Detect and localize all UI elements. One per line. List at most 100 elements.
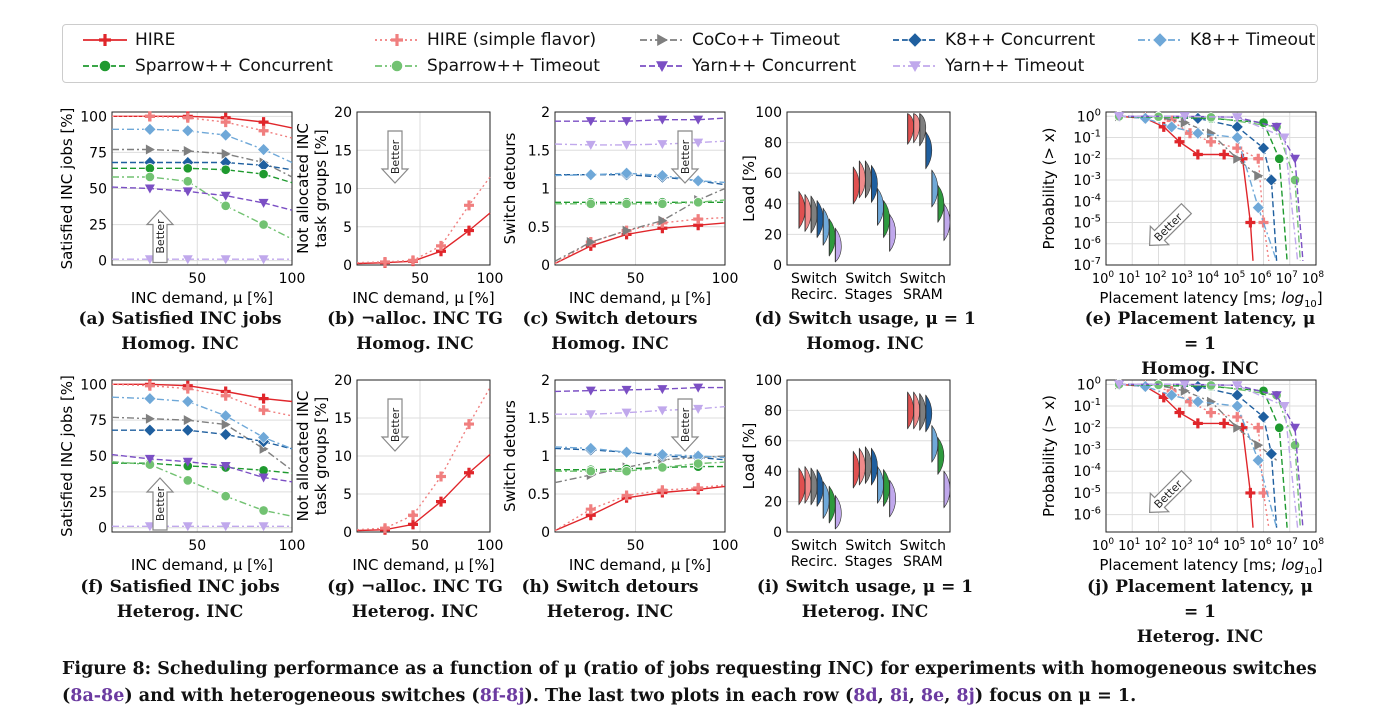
caption-ref[interactable]: 8a-8e <box>70 686 125 706</box>
caption-ref[interactable]: 8j <box>956 686 975 706</box>
data-point <box>657 462 668 473</box>
y-tick-label: 1.5 <box>528 411 550 427</box>
y-tick-label: 100 <box>1077 107 1101 125</box>
data-point <box>1232 381 1243 391</box>
data-point <box>585 466 596 477</box>
series-yarn-timeout <box>112 522 292 532</box>
x-tick-label: 104 <box>1197 270 1220 287</box>
legend-marker <box>99 34 111 46</box>
y-tick-label: 20 <box>334 373 352 389</box>
x-tick-label: 105 <box>1223 270 1245 287</box>
y-tick-label: 0 <box>98 521 107 537</box>
y-tick-label: 15 <box>334 411 352 427</box>
better-label: Better <box>679 139 692 174</box>
data-point <box>1230 120 1244 134</box>
category-label: Switch <box>900 538 946 554</box>
subfigure-caption-a: (a) Satisfied INC jobs Homog. INC <box>60 307 300 357</box>
data-point <box>408 519 418 530</box>
data-point <box>144 380 155 391</box>
caption-ref[interactable]: 8e <box>920 686 945 706</box>
legend-label: HIRE <box>135 30 176 50</box>
y-tick-label: 1.5 <box>528 143 550 159</box>
series-line <box>554 187 726 262</box>
x-tick-label: 100 <box>279 538 306 554</box>
data-point <box>1279 402 1290 412</box>
x-axis-label: INC demand, μ [%] <box>131 289 273 307</box>
caption-subtitle: Homog. INC <box>551 334 669 354</box>
data-point <box>1258 117 1269 128</box>
y-axis-label: Not allocated INCtask groups [%] <box>294 391 330 522</box>
x-tick-label: 100 <box>1092 270 1115 287</box>
data-point <box>693 214 704 225</box>
caption-ref[interactable]: 8f-8j <box>479 686 525 706</box>
data-point <box>620 445 634 459</box>
caption-title: (j) Placement latency, μ = 1 <box>1087 577 1313 622</box>
y-tick-label: 10-1 <box>1073 129 1101 147</box>
legend-marker <box>907 32 923 48</box>
y-tick-label: 15 <box>334 143 352 159</box>
y-tick-label: 10-3 <box>1073 440 1101 458</box>
data-point <box>1232 411 1243 422</box>
data-point <box>1230 388 1244 402</box>
better-arrow: Better <box>380 398 410 452</box>
x-tick-label: 50 <box>188 538 206 554</box>
data-point <box>1274 422 1285 433</box>
y-tick-label: 0 <box>773 258 782 274</box>
data-point <box>658 215 668 226</box>
axes-frame <box>786 111 951 266</box>
y-tick-label: 10-2 <box>1073 419 1101 437</box>
data-point <box>380 256 390 267</box>
y-tick-label: 100 <box>80 377 107 393</box>
data-point <box>693 404 704 414</box>
x-axis-label: INC demand, μ [%] <box>352 289 494 307</box>
series-line <box>111 186 293 211</box>
data-point <box>693 482 704 493</box>
data-point <box>1207 396 1216 407</box>
y-tick-label: 10-2 <box>1073 150 1101 168</box>
caption-subtitle: Homog. INC <box>1141 359 1259 379</box>
x-axis-label: INC demand, μ [%] <box>569 556 711 574</box>
caption-title: (g) ¬alloc. INC TG <box>327 577 503 597</box>
chart-c: 0 0.5 1 1.5 2 50 100 Switch detours INC demand, … <box>501 105 738 307</box>
legend-marker <box>1152 32 1168 48</box>
violin-group-switch-stages <box>852 446 896 518</box>
caption-text: , <box>877 686 890 706</box>
data-point <box>1257 410 1270 424</box>
data-point <box>655 448 669 461</box>
data-point <box>182 187 193 197</box>
caption-ref[interactable]: 8d <box>853 686 878 706</box>
caption-ref[interactable]: 8i <box>889 686 909 706</box>
data-point <box>220 491 231 502</box>
data-point <box>621 490 632 501</box>
series-sparrow-timeout <box>555 197 726 209</box>
better-label: Better <box>389 139 402 174</box>
data-point <box>1180 385 1190 396</box>
series-yarn-timeout <box>1114 380 1299 528</box>
series-yarn-timeout <box>112 255 292 265</box>
data-point <box>436 240 446 251</box>
series-yarn-concurrent <box>111 184 293 211</box>
series-line <box>1119 383 1299 528</box>
data-point <box>693 383 704 393</box>
axes-frame <box>356 111 491 266</box>
data-point <box>143 392 157 406</box>
data-point <box>1258 385 1269 397</box>
data-point <box>219 428 233 441</box>
data-point <box>1271 391 1282 401</box>
legend-marker <box>391 34 403 46</box>
category-label: Switch <box>845 538 891 554</box>
data-point <box>1138 111 1152 125</box>
data-point <box>257 143 271 156</box>
series-k8-timeout <box>554 441 726 463</box>
series-line <box>1119 115 1304 261</box>
x-tick-label: 100 <box>279 271 306 287</box>
y-tick-label: 10-3 <box>1073 171 1101 189</box>
category-label: Recirc. <box>791 554 838 570</box>
y-tick-label: 0 <box>343 525 352 541</box>
data-point <box>1230 399 1244 413</box>
data-point <box>657 485 668 496</box>
data-point <box>144 255 155 265</box>
data-point <box>182 457 193 467</box>
data-point <box>657 140 668 150</box>
